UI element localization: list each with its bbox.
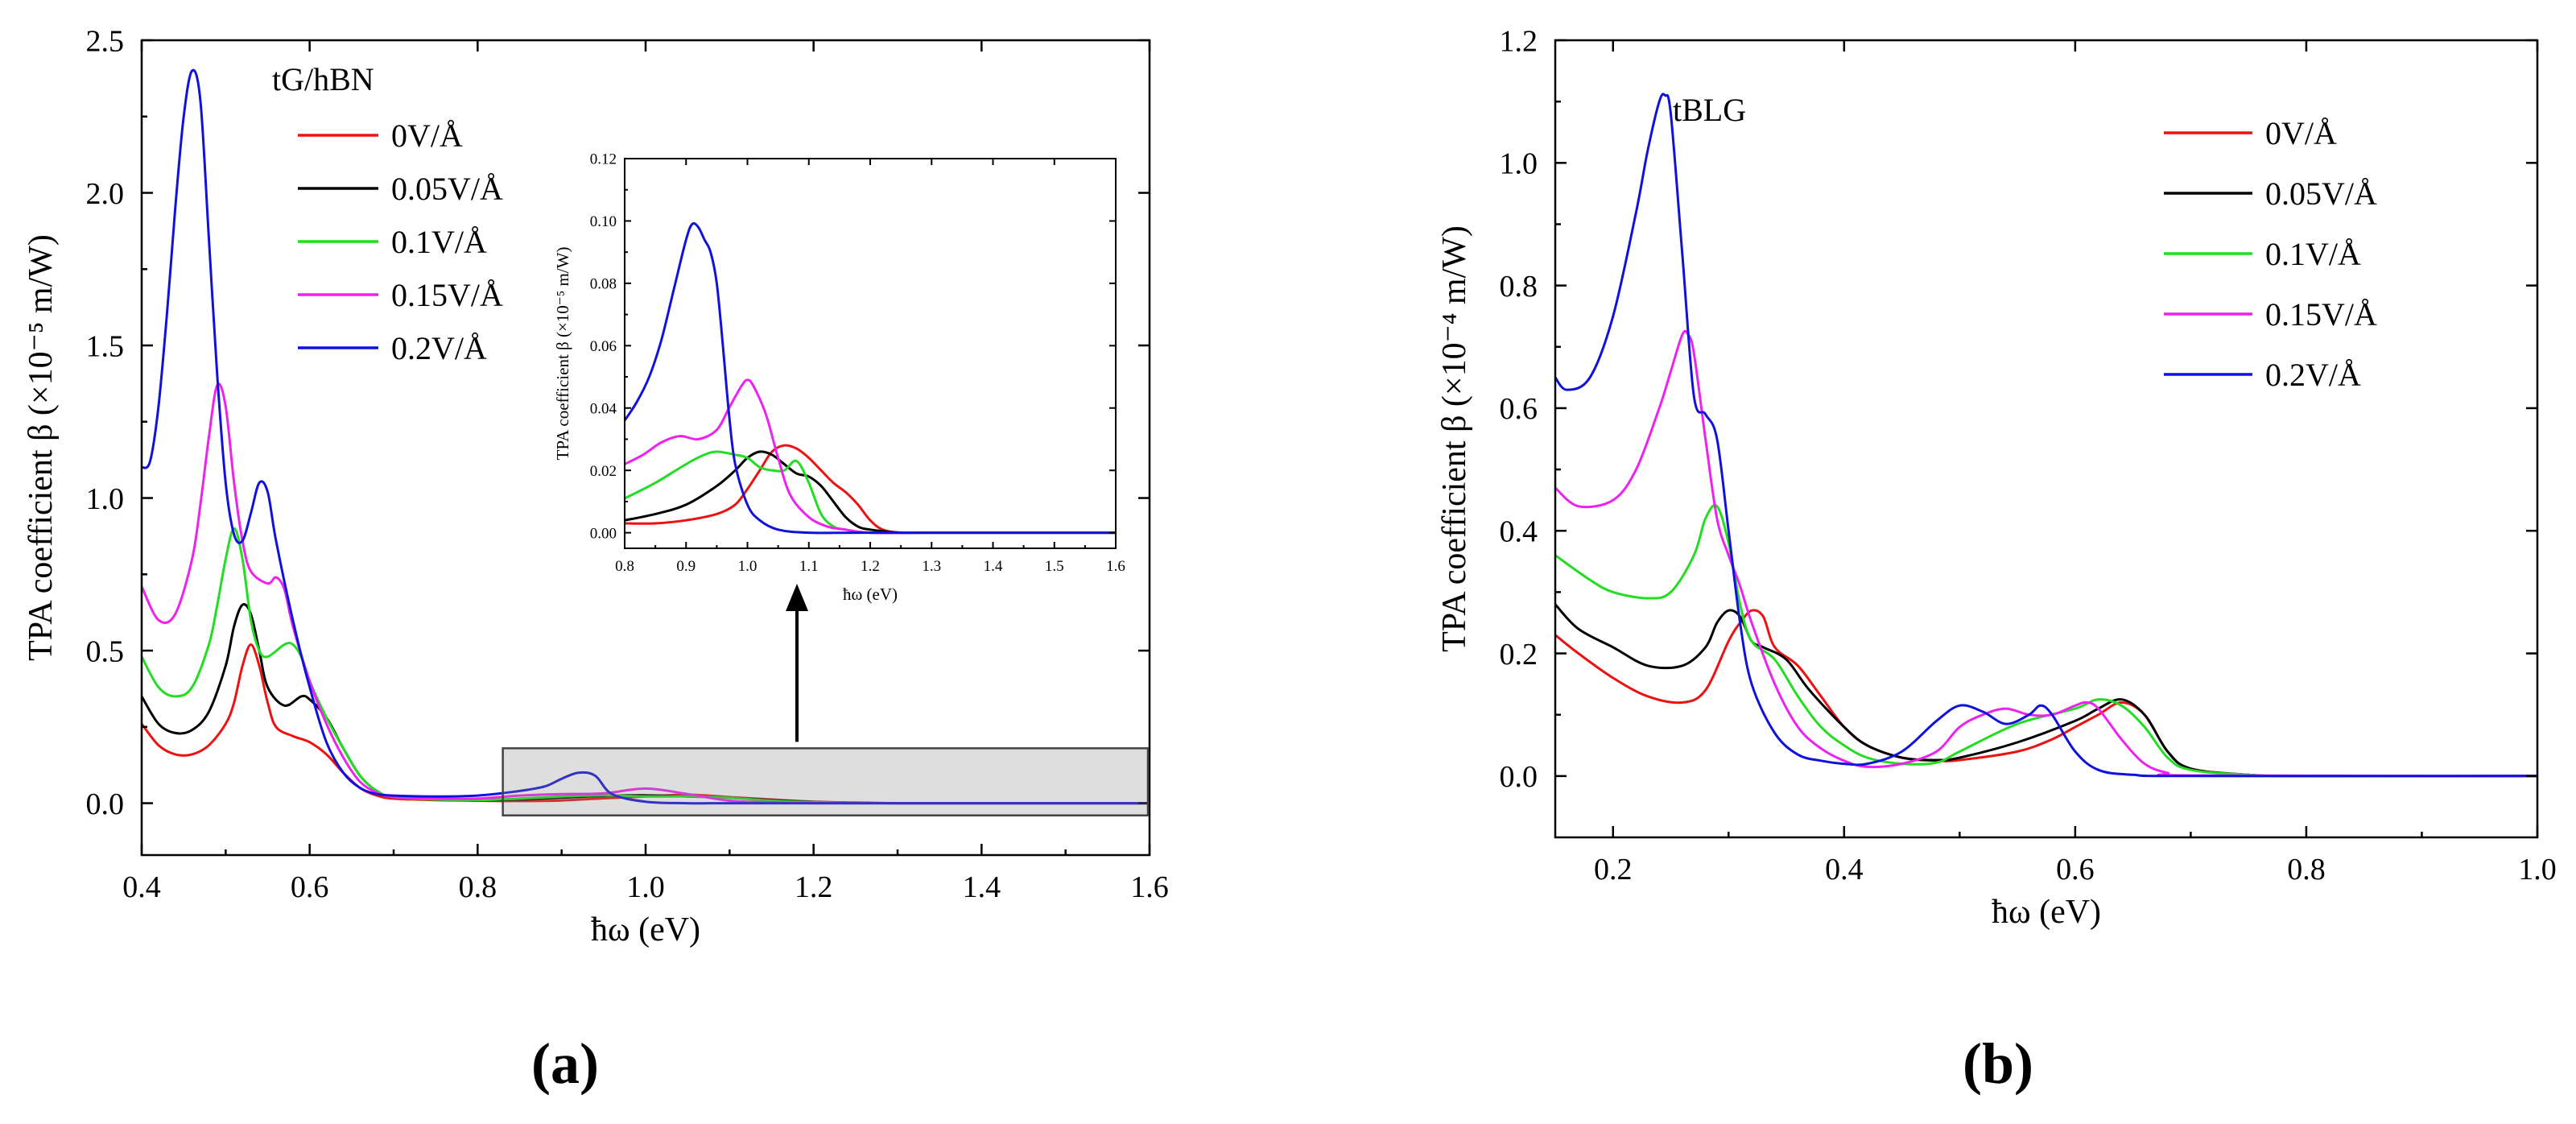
panel-a-inset-y-tick-label-3: 0.06 bbox=[590, 338, 617, 355]
panel-a-legend-label-4: 0.2V/Å bbox=[391, 330, 487, 366]
panel-a-inset-x-tick-label-3: 1.1 bbox=[799, 558, 819, 575]
panel-a-inset-x-tick-label-5: 1.3 bbox=[922, 558, 941, 575]
panel-a-x-tick-label-6: 1.6 bbox=[1130, 870, 1169, 904]
panel-a-inset-x-tick-label-8: 1.6 bbox=[1106, 558, 1125, 575]
panel-a-y-axis-title: TPA coefficient β (×10⁻⁵ m/W) bbox=[23, 234, 60, 661]
panel-a-inset-series-line-4 bbox=[625, 221, 1116, 535]
panel-a-x-tick-label-3: 1.0 bbox=[626, 870, 665, 904]
panel-b-legend-label-0: 0V/Å bbox=[2265, 115, 2337, 151]
panel-letter-a: (a) bbox=[531, 1031, 599, 1096]
panel-b-y-axis-title: TPA coefficient β (×10⁻⁴ m/W) bbox=[1436, 225, 1473, 652]
panel-b-y-tick-label-2: 0.4 bbox=[1500, 515, 1538, 549]
panel-b-y-tick-label-3: 0.6 bbox=[1500, 392, 1538, 426]
panel-a-chart: 0.4 0.6 0.8 1.0 1.2 1.4 1.6 0.0 0.5 1.0 1.5 2.0 2.5 ħ… bbox=[23, 24, 1169, 948]
panel-b-chart: 0.2 0.4 0.6 0.8 1.0 0.0 0.2 0.4 0.6 0.8 1.0 1.2 ħω (… bbox=[1436, 24, 2557, 931]
panel-a-arrow-head bbox=[786, 584, 808, 611]
panel-b-plot-frame bbox=[1554, 39, 2539, 839]
panel-a-inset-y-tick-label-1: 0.02 bbox=[590, 463, 617, 480]
panel-a-inset-y-tick-label-2: 0.04 bbox=[590, 400, 617, 417]
panel-b-legend-label-2: 0.1V/Å bbox=[2265, 236, 2361, 272]
panel-a-y-tick-label-2: 1.0 bbox=[86, 482, 125, 516]
panel-b-title: tBLG bbox=[1673, 92, 1746, 128]
panel-a-inset-chart: 0.8 0.9 1.0 1.1 1.2 1.3 1.4 1.5 1.6 0.00 0.02 0.04 0… bbox=[553, 151, 1125, 604]
panel-a-inset-y-tick-label-5: 0.10 bbox=[590, 213, 617, 230]
panel-a-legend-label-0: 0V/Å bbox=[391, 118, 463, 154]
panel-a-x-axis-title: ħω (eV) bbox=[591, 911, 700, 948]
panel-b-x-tick-label-0: 0.2 bbox=[1594, 853, 1633, 886]
panel-a-inset-x-tick-label-4: 1.2 bbox=[861, 558, 880, 575]
panel-b-series-line-1 bbox=[1555, 603, 2537, 778]
panel-a-legend-label-1: 0.05V/Å bbox=[391, 171, 503, 207]
panel-a-x-tick-label-5: 1.4 bbox=[963, 870, 1001, 904]
panel-b-x-tick-label-3: 0.8 bbox=[2287, 853, 2326, 886]
panel-b-y-tick-label-6: 1.2 bbox=[1500, 24, 1538, 58]
panel-b-series-line-4 bbox=[1555, 93, 2537, 778]
panel-b-legend-label-4: 0.2V/Å bbox=[2265, 357, 2361, 393]
panel-a-inset-x-axis-title: ħω (eV) bbox=[843, 585, 898, 604]
panel-b-series-line-2 bbox=[1555, 504, 2537, 778]
panel-a-series-line-2 bbox=[142, 527, 1150, 805]
panel-b-series-line-3 bbox=[1555, 329, 2537, 778]
panel-a-plot-frame bbox=[140, 39, 1151, 857]
panel-a-inset-y-tick-label-0: 0.00 bbox=[590, 525, 617, 542]
panel-a-zoom-box bbox=[502, 747, 1150, 816]
panel-a-inset-x-tick-label-0: 0.8 bbox=[615, 558, 634, 575]
panel-a-x-tick-label-1: 0.6 bbox=[291, 870, 329, 904]
panel-a-inset-x-tick-label-6: 1.4 bbox=[984, 558, 1003, 575]
panel-a-legend-label-3: 0.15V/Å bbox=[391, 277, 503, 313]
panel-a-x-tick-label-2: 0.8 bbox=[459, 870, 497, 904]
panel-b-y-tick-label-5: 1.0 bbox=[1500, 147, 1538, 181]
panel-a-inset-plot-frame bbox=[624, 158, 1117, 549]
panel-a-series-line-4 bbox=[142, 68, 1150, 805]
panel-b-legend-label-3: 0.15V/Å bbox=[2265, 296, 2377, 333]
panel-a-title: tG/hBN bbox=[272, 61, 374, 97]
panel-letter-b: (b) bbox=[1963, 1031, 2033, 1096]
panel-b-legend-label-1: 0.05V/Å bbox=[2265, 176, 2377, 212]
panel-b-series-group bbox=[1555, 93, 2537, 778]
panel-a-series-group bbox=[142, 68, 1150, 805]
panel-a-legend-label-2: 0.1V/Å bbox=[391, 224, 487, 260]
panel-a-inset-y-tick-label-4: 0.08 bbox=[590, 276, 617, 293]
panel-a-inset-y-axis-title: TPA coefficient β (×10⁻⁵ m/W) bbox=[553, 247, 572, 461]
panel-a-inset-x-tick-label-7: 1.5 bbox=[1045, 558, 1064, 575]
panel-a-inset-series-group bbox=[625, 221, 1116, 535]
panel-a-y-tick-label-4: 2.0 bbox=[86, 177, 125, 211]
panel-b-x-tick-label-4: 1.0 bbox=[2518, 853, 2557, 886]
panel-b-x-tick-label-2: 0.6 bbox=[2056, 853, 2095, 886]
panel-a-y-tick-label-0: 0.0 bbox=[86, 787, 125, 821]
panel-a-y-tick-label-3: 1.5 bbox=[86, 329, 125, 363]
panel-b-y-tick-label-1: 0.2 bbox=[1500, 638, 1538, 672]
panel-b-y-tick-label-4: 0.8 bbox=[1500, 270, 1538, 304]
panel-b-series-line-0 bbox=[1555, 609, 2537, 778]
panel-a-inset-x-tick-label-2: 1.0 bbox=[738, 558, 758, 575]
panel-a-inset-y-tick-label-6: 0.12 bbox=[590, 151, 617, 168]
panel-b-x-tick-label-1: 0.4 bbox=[1825, 853, 1864, 886]
panel-a-x-tick-label-4: 1.2 bbox=[795, 870, 833, 904]
panel-a-inset-x-tick-label-1: 0.9 bbox=[676, 558, 696, 575]
panel-a-series-line-3 bbox=[142, 382, 1150, 805]
panel-a-x-tick-label-0: 0.4 bbox=[122, 870, 161, 904]
panel-a-y-tick-label-1: 0.5 bbox=[86, 634, 125, 668]
panel-a-y-tick-label-5: 2.5 bbox=[86, 24, 125, 58]
panel-b-x-axis-title: ħω (eV) bbox=[1992, 894, 2101, 931]
panel-b-y-tick-label-0: 0.0 bbox=[1500, 760, 1538, 794]
